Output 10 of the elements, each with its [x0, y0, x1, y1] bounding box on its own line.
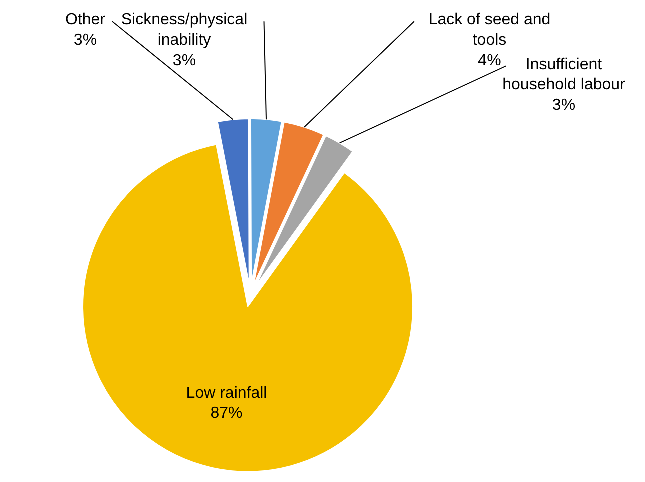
data-label: 3% [552, 97, 576, 114]
data-label: 3% [172, 52, 196, 70]
data-label: 87% [210, 405, 243, 422]
slice-label: Low rainfall [186, 384, 268, 402]
data-label: 4% [478, 52, 502, 70]
slice-label: Lack of seed and tools [428, 12, 551, 50]
data-label: 3% [74, 32, 98, 50]
slice-label: Sickness/physical inability [121, 12, 248, 50]
slice-label: Other [65, 12, 106, 29]
slice-label: Insufficient household labour [502, 56, 626, 94]
